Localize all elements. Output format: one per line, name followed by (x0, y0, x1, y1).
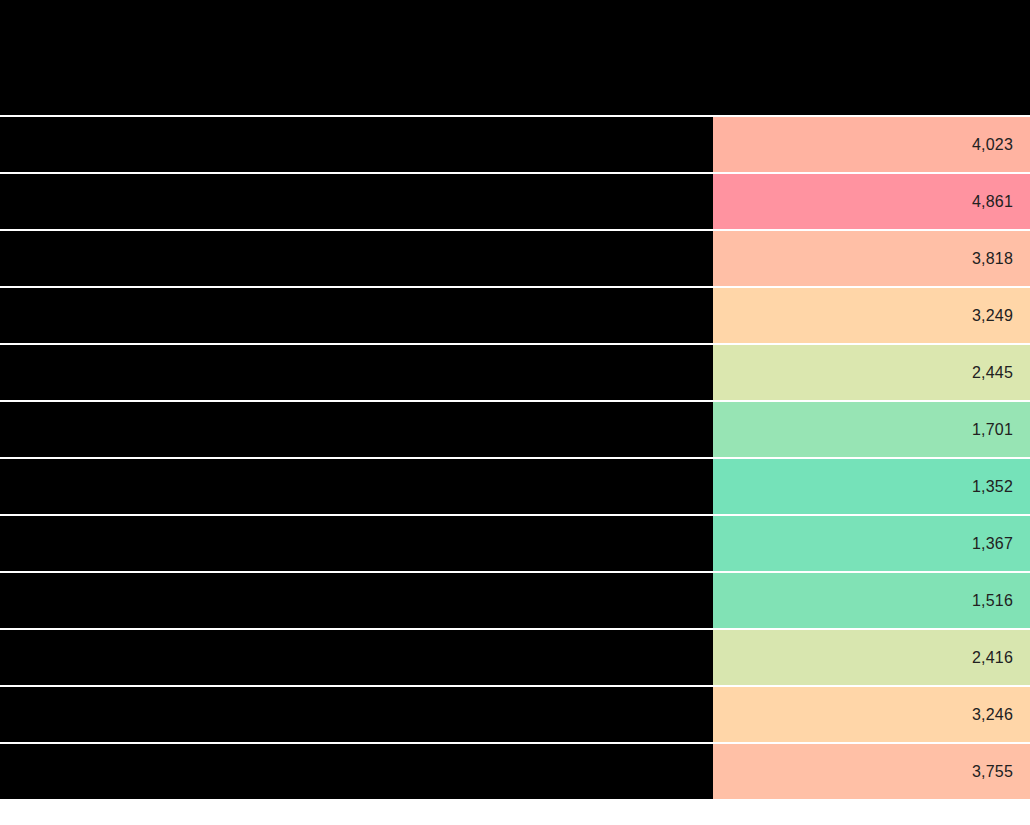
table-row: 1,367 (0, 514, 1030, 571)
row-label-redacted (0, 117, 713, 172)
value-cell: 2,416 (713, 630, 1030, 685)
table-row: 3,246 (0, 685, 1030, 742)
value-cell: 4,861 (713, 174, 1030, 229)
row-label-redacted (0, 516, 713, 571)
value-cell: 1,701 (713, 402, 1030, 457)
value-cell: 3,246 (713, 687, 1030, 742)
value-cell: 1,367 (713, 516, 1030, 571)
row-label-redacted (0, 231, 713, 286)
table-header-redacted (0, 0, 1030, 115)
table-row: 3,755 (0, 742, 1030, 799)
value-cell: 3,818 (713, 231, 1030, 286)
value-cell: 1,352 (713, 459, 1030, 514)
table-row: 4,861 (0, 172, 1030, 229)
row-label-redacted (0, 459, 713, 514)
value-cell: 4,023 (713, 117, 1030, 172)
row-label-redacted (0, 345, 713, 400)
table-row: 3,249 (0, 286, 1030, 343)
table-row: 1,352 (0, 457, 1030, 514)
row-label-redacted (0, 573, 713, 628)
table-row: 2,445 (0, 343, 1030, 400)
table-row: 1,701 (0, 400, 1030, 457)
table-row: 4,023 (0, 115, 1030, 172)
row-label-redacted (0, 687, 713, 742)
row-label-redacted (0, 174, 713, 229)
table-row: 1,516 (0, 571, 1030, 628)
value-cell: 3,755 (713, 744, 1030, 799)
table-row: 3,818 (0, 229, 1030, 286)
row-label-redacted (0, 288, 713, 343)
row-label-redacted (0, 630, 713, 685)
row-label-redacted (0, 402, 713, 457)
value-cell: 2,445 (713, 345, 1030, 400)
table-row: 2,416 (0, 628, 1030, 685)
value-cell: 3,249 (713, 288, 1030, 343)
redacted-heatmap-table-screenshot: 4,023 4,861 3,818 3,249 2,445 1,701 1,35… (0, 0, 1030, 825)
value-cell: 1,516 (713, 573, 1030, 628)
row-label-redacted (0, 744, 713, 799)
table-body: 4,023 4,861 3,818 3,249 2,445 1,701 1,35… (0, 115, 1030, 799)
